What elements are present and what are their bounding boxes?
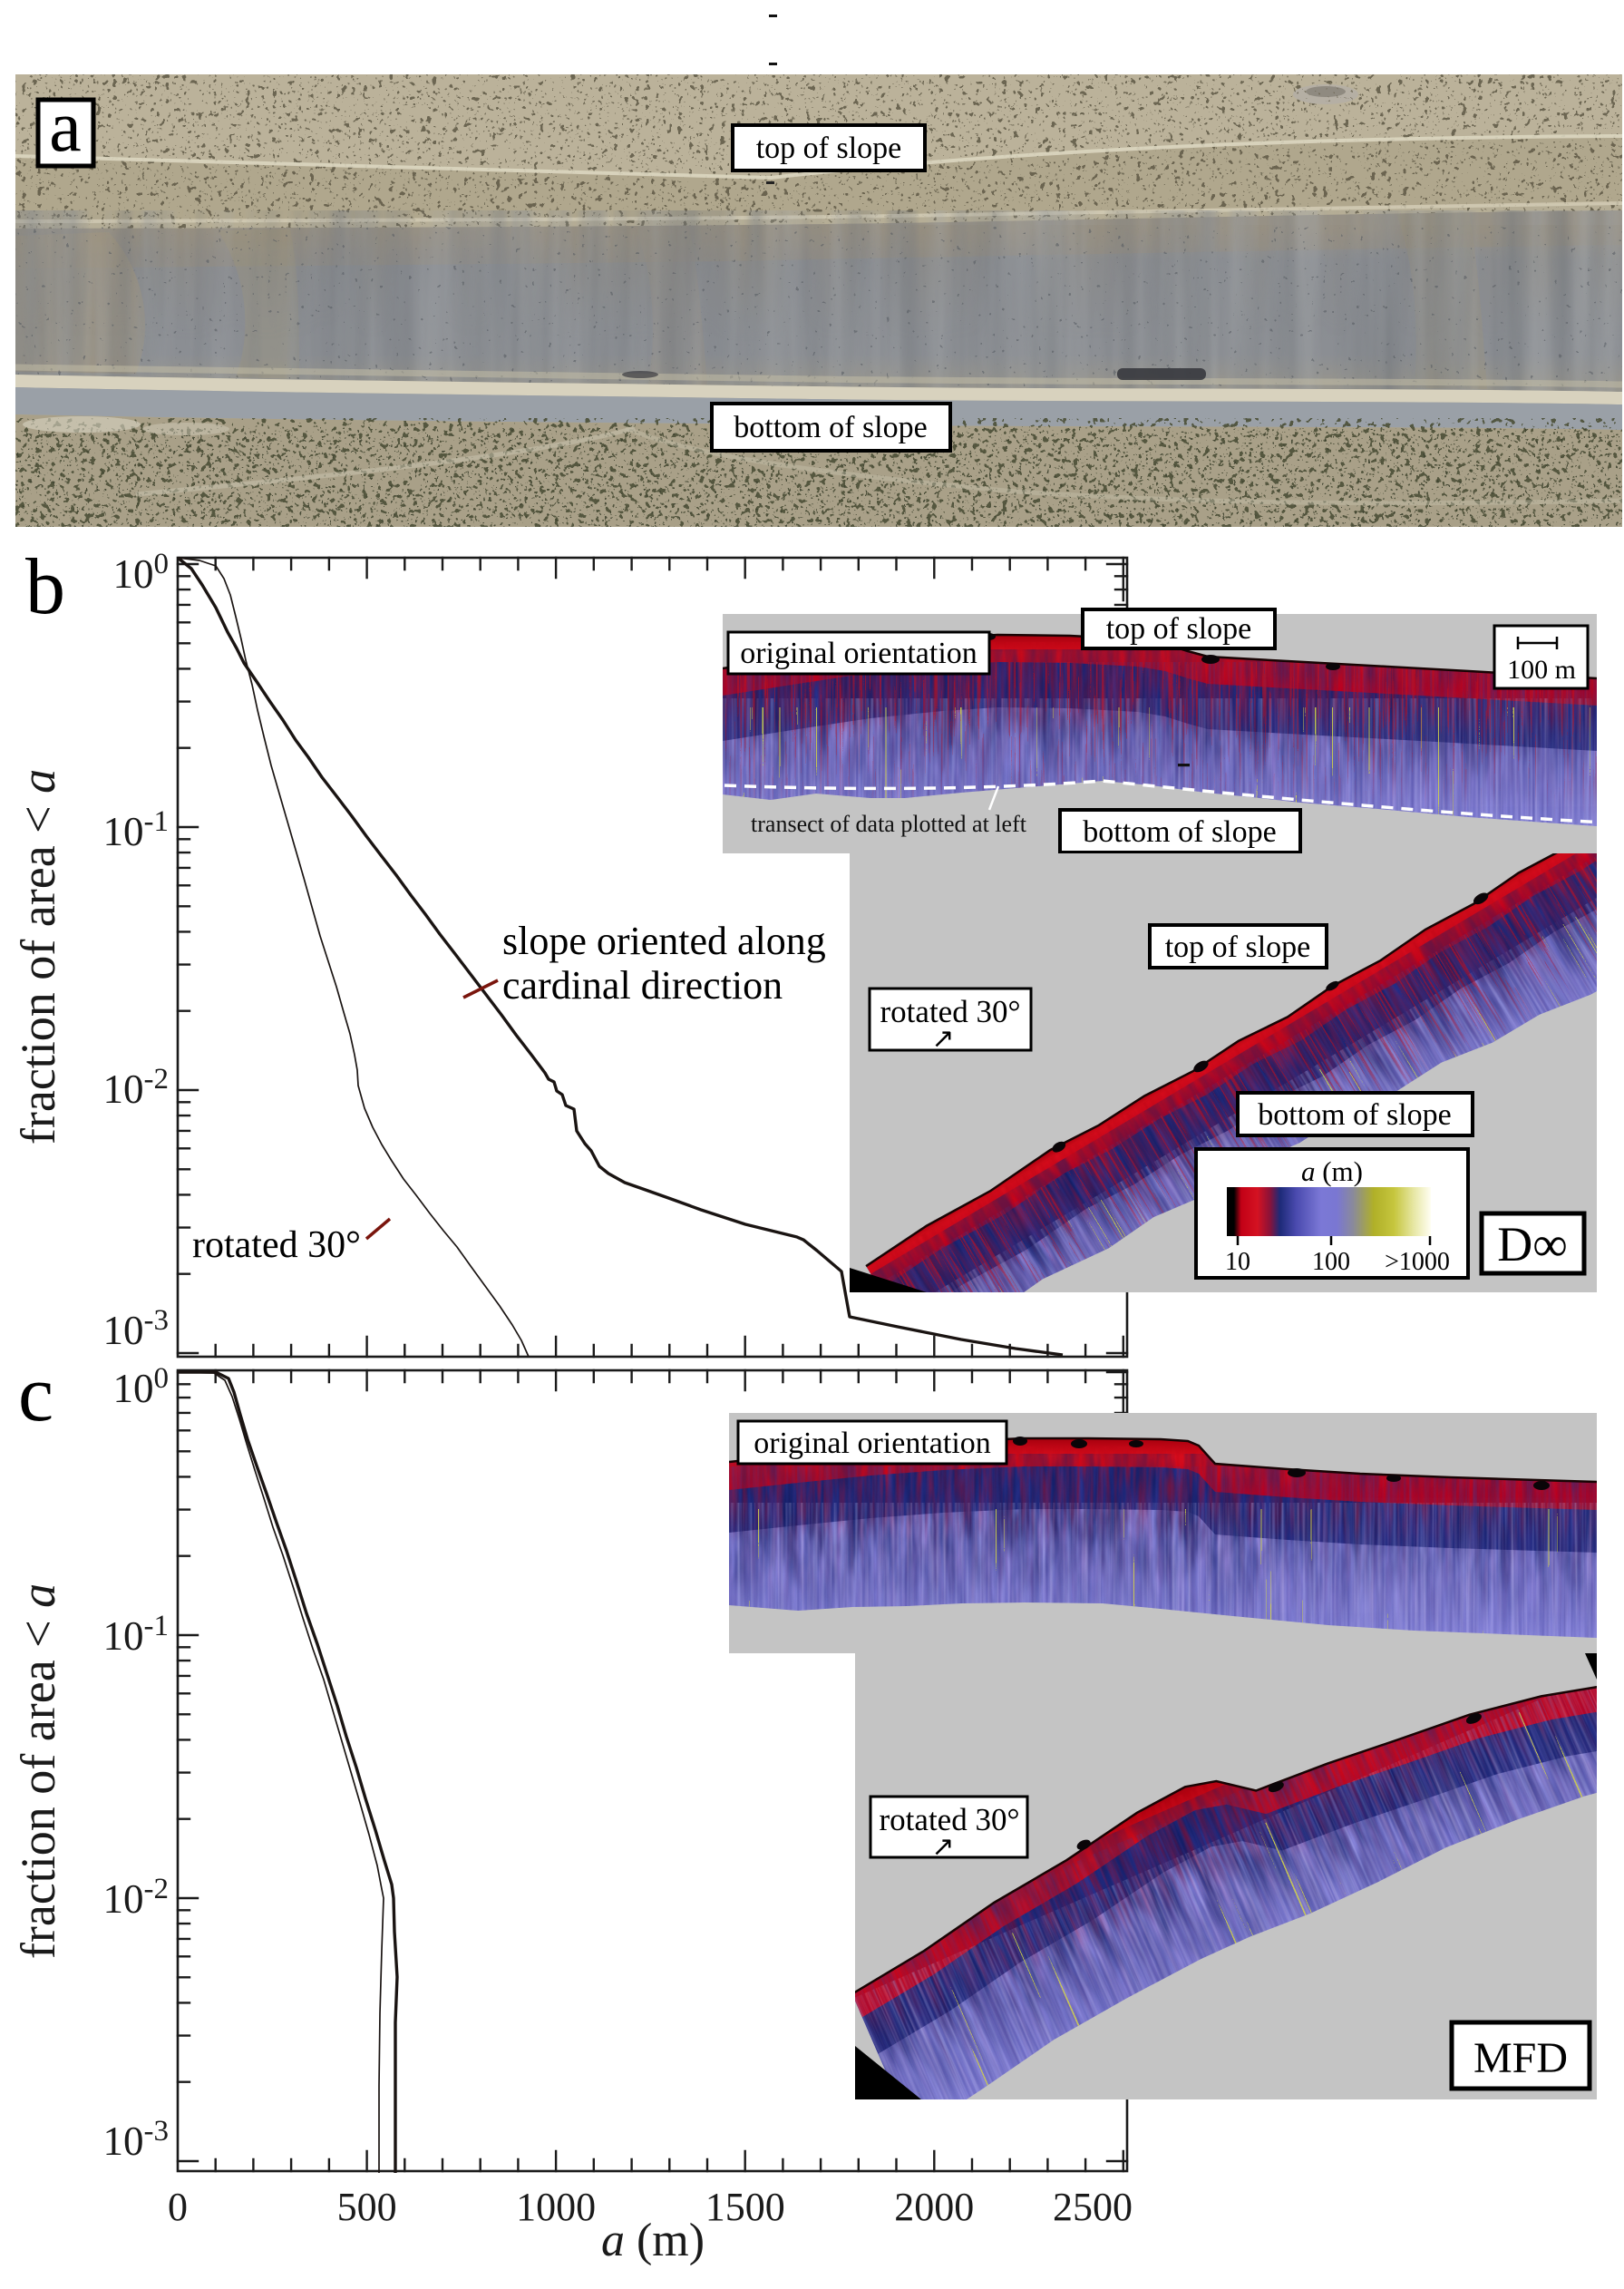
svg-text:500: 500 — [337, 2185, 397, 2229]
svg-text:100 m: 100 m — [1507, 655, 1576, 685]
svg-text:10-2: 10-2 — [103, 1873, 170, 1922]
svg-text:original orientation: original orientation — [754, 1427, 991, 1460]
svg-text:bottom of slope: bottom of slope — [734, 411, 927, 444]
svg-text:MFD: MFD — [1473, 2034, 1568, 2082]
svg-text:c: c — [18, 1350, 53, 1438]
svg-text:a (m): a (m) — [601, 2215, 705, 2266]
svg-text:100: 100 — [113, 1362, 170, 1411]
svg-text:10-1: 10-1 — [103, 805, 170, 854]
svg-text:transect of data plotted at le: transect of data plotted at left — [751, 811, 1027, 837]
svg-text:10-2: 10-2 — [103, 1063, 170, 1112]
svg-text:bottom of slope: bottom of slope — [1083, 815, 1276, 849]
svg-text:fraction of area < a: fraction of area < a — [11, 769, 65, 1144]
svg-text:top of slope: top of slope — [1165, 930, 1311, 964]
svg-text:a (m): a (m) — [1301, 1155, 1363, 1187]
svg-text:1000: 1000 — [516, 2185, 596, 2229]
svg-text:top of slope: top of slope — [1106, 612, 1252, 646]
svg-text:b: b — [25, 543, 65, 631]
svg-text:2500: 2500 — [1053, 2185, 1133, 2229]
svg-text:>1000: >1000 — [1385, 1248, 1450, 1276]
svg-text:top of slope: top of slope — [756, 131, 902, 165]
svg-text:100: 100 — [113, 548, 170, 597]
svg-text:bottom of slope: bottom of slope — [1258, 1098, 1451, 1132]
svg-text:a: a — [49, 87, 82, 167]
svg-text:10-3: 10-3 — [103, 1304, 170, 1353]
svg-text:cardinal direction: cardinal direction — [502, 963, 783, 1008]
svg-text:1500: 1500 — [705, 2185, 785, 2229]
svg-text:100: 100 — [1312, 1248, 1350, 1276]
svg-text:rotated 30°: rotated 30° — [880, 994, 1021, 1029]
svg-text:rotated 30°: rotated 30° — [880, 1802, 1020, 1837]
svg-text:D∞: D∞ — [1497, 1217, 1568, 1271]
svg-text:0: 0 — [168, 2185, 188, 2229]
svg-text:slope oriented along: slope oriented along — [502, 919, 826, 963]
svg-text:fraction of area < a: fraction of area < a — [11, 1583, 65, 1959]
svg-text:2000: 2000 — [894, 2185, 974, 2229]
svg-text:10: 10 — [1225, 1248, 1250, 1276]
svg-text:rotated 30°: rotated 30° — [192, 1224, 361, 1266]
svg-text:↗: ↗ — [931, 1024, 954, 1054]
svg-text:10-1: 10-1 — [103, 1610, 170, 1659]
svg-text:original orientation: original orientation — [740, 637, 977, 670]
svg-text:10-3: 10-3 — [103, 2115, 170, 2164]
svg-text:↗: ↗ — [931, 1832, 954, 1862]
